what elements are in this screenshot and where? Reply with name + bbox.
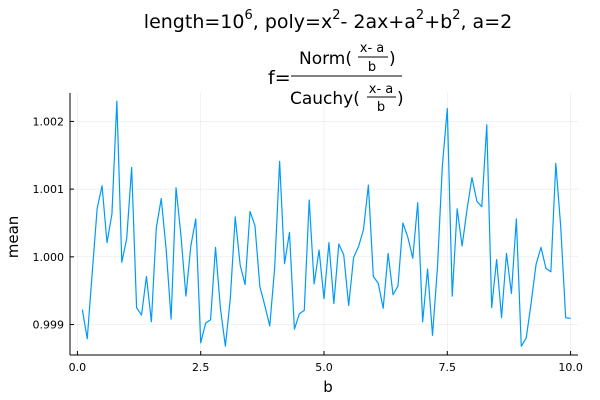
title-den-inner-den: b <box>377 100 385 115</box>
title-lhs: f= <box>268 67 291 89</box>
title-exp3: 2 <box>416 8 424 23</box>
y-tick-label: 0.999 <box>33 319 65 332</box>
title-exp1: 6 <box>244 8 252 23</box>
title-num-inner-num: x- a <box>360 41 384 56</box>
mean-series-line <box>81 100 571 347</box>
x-tick-label: 0.0 <box>69 361 87 374</box>
chart-title-line1: length=106, poly=x2- 2ax+a2+b2, a=2 <box>144 8 512 33</box>
title-mid1: , poly=x <box>253 11 332 33</box>
y-tick-label: 1.002 <box>33 115 65 128</box>
title-num-func: Norm( <box>299 49 352 69</box>
chart-title-line2: f= Norm( x- a b ) Cauchy( x- a b ) <box>268 41 404 115</box>
title-exp4: 2 <box>452 8 460 23</box>
title-den-func: Cauchy( <box>290 89 360 109</box>
grid-lines <box>70 93 578 355</box>
title-suffix: , a=2 <box>460 11 512 33</box>
y-axis-label: mean <box>4 216 22 259</box>
title-prefix: length=10 <box>144 11 245 33</box>
axes <box>69 93 578 356</box>
title-mid2: - 2ax+a <box>340 11 415 33</box>
title-den-inner-num: x- a <box>369 82 393 97</box>
title-den-close: ) <box>397 89 404 109</box>
tick-labels: 0.0 2.5 5.0 7.5 10.0 0.999 1.000 1.001 1.002 <box>33 115 583 374</box>
x-tick-label: 5.0 <box>315 361 333 374</box>
series-layer <box>81 100 571 347</box>
title-mid3: +b <box>424 11 452 33</box>
y-tick-label: 1.001 <box>33 183 65 196</box>
x-tick-label: 2.5 <box>192 361 210 374</box>
x-tick-label: 10.0 <box>558 361 583 374</box>
x-tick-label: 7.5 <box>439 361 457 374</box>
title-num-inner-den: b <box>368 60 376 75</box>
title-num-close: ) <box>389 49 396 69</box>
title-exp2: 2 <box>332 8 340 23</box>
x-axis-label: b <box>323 378 333 396</box>
y-tick-label: 1.000 <box>33 251 65 264</box>
